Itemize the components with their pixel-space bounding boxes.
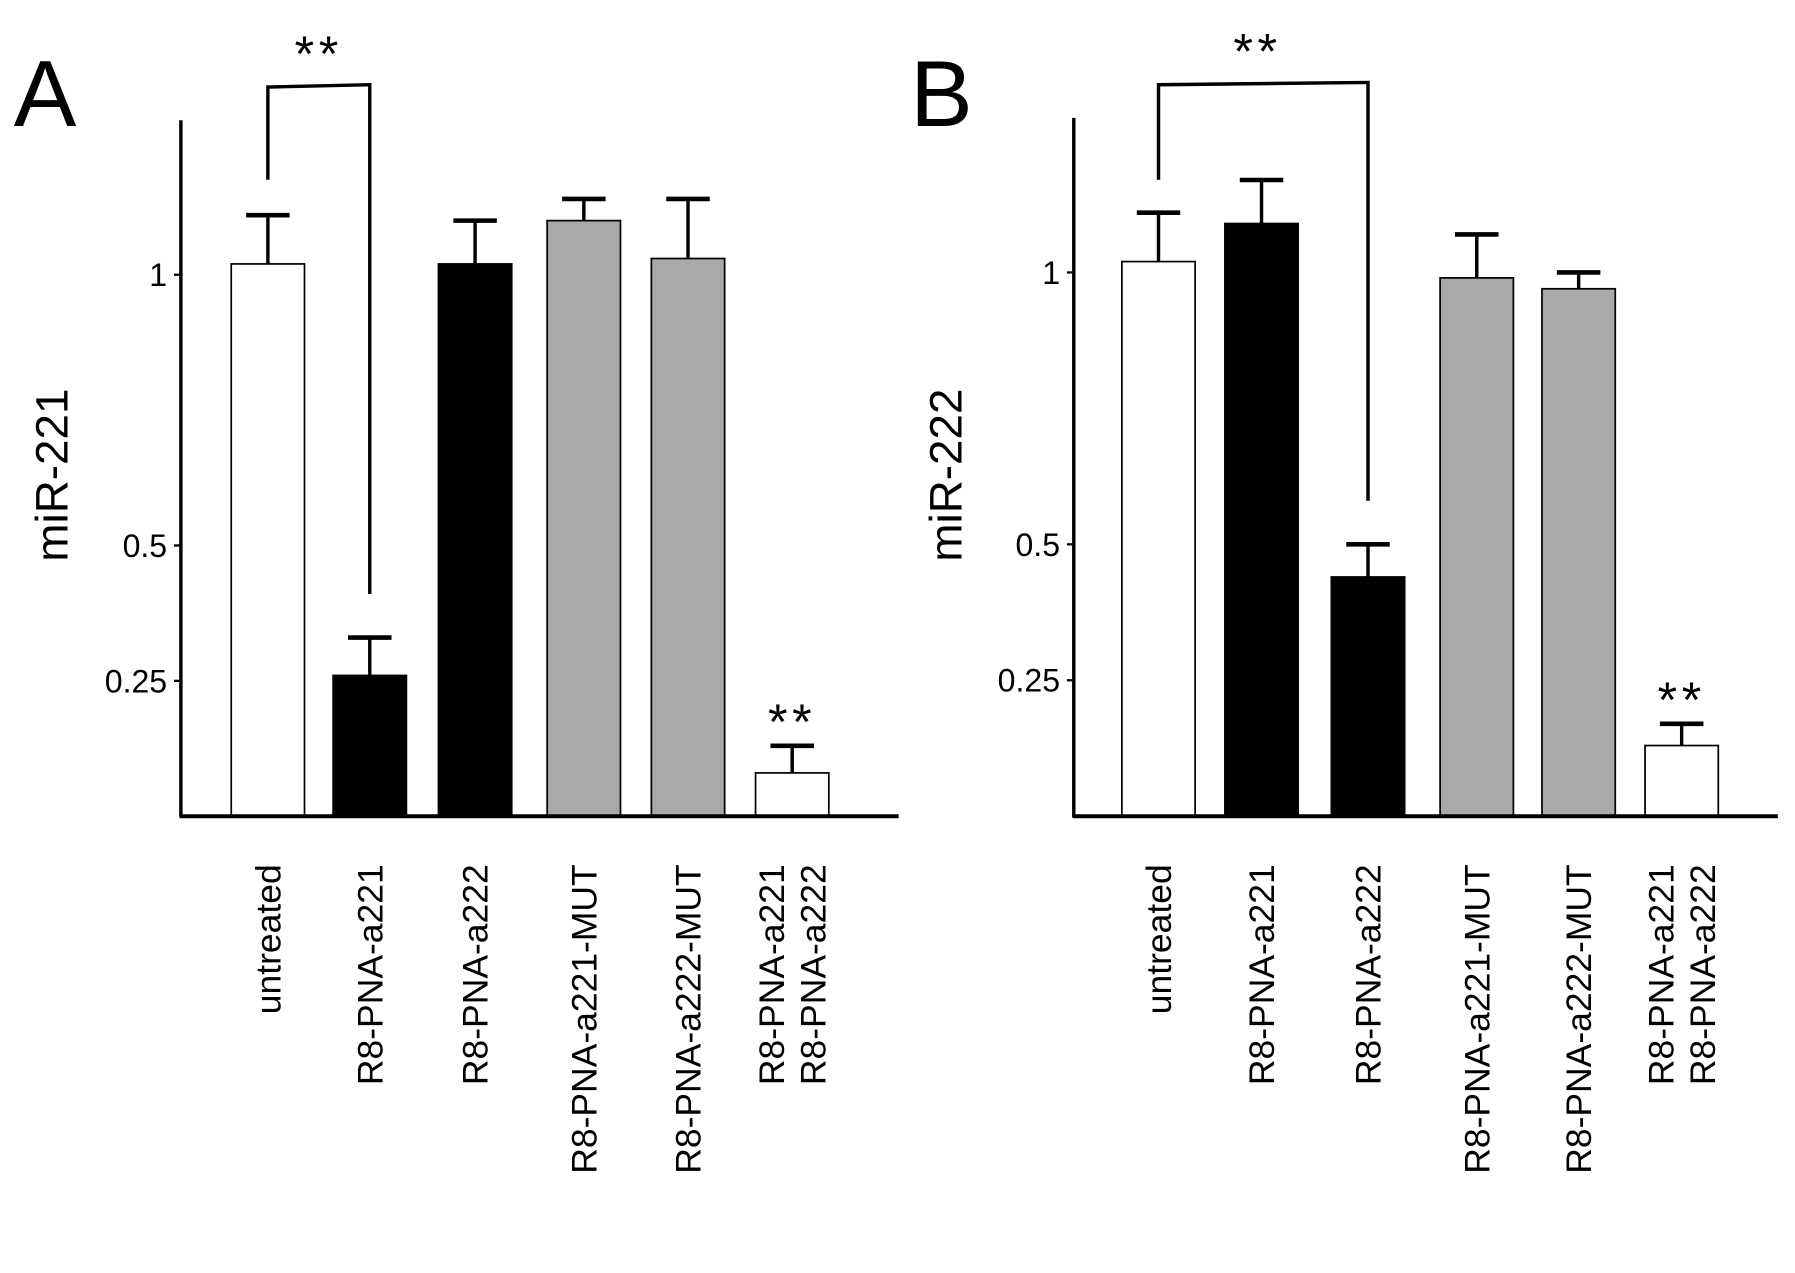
bar [1224, 222, 1300, 818]
x-tick-label: R8-PNA-a222 [1683, 864, 1723, 1085]
y-axis-label: miR-222 [921, 389, 972, 562]
y-tick-label: 0.5 [123, 528, 168, 564]
bar [1330, 576, 1406, 818]
y-tick-label: 1 [1042, 255, 1060, 291]
panel-label: B [910, 41, 973, 146]
bar [1541, 287, 1617, 818]
x-tick-label: R8-PNA-a222 [1349, 864, 1389, 1085]
x-tick-label: R8-PNA-a222 [456, 864, 496, 1085]
bar [1121, 260, 1196, 818]
bar [1644, 744, 1720, 818]
panel-label: A [14, 41, 77, 146]
x-tick-label: R8-PNA-a221 [752, 864, 792, 1085]
x-tick-label: untreated [248, 864, 288, 1014]
bar [230, 263, 306, 818]
x-tick-label: R8-PNA-a222-MUT [669, 864, 709, 1173]
y-tick-label: 0.25 [105, 663, 167, 699]
bar [546, 219, 622, 818]
x-tick-label: untreated [1139, 864, 1179, 1014]
significance-bracket [266, 82, 372, 595]
significance-bracket [1156, 80, 1370, 501]
y-tick-label: 0.25 [998, 663, 1060, 699]
y-axis-label: miR-221 [27, 389, 78, 562]
bar [650, 257, 726, 818]
y-tick-label: 0.5 [1015, 527, 1060, 563]
y-tick-label: 1 [149, 257, 167, 293]
x-tick-label: R8-PNA-a221 [1242, 864, 1282, 1085]
bar [332, 674, 408, 818]
x-tick-label: R8-PNA-a221 [1642, 864, 1682, 1085]
x-tick-label: R8-PNA-a221-MUT [1457, 864, 1497, 1173]
x-tick-label: R8-PNA-a222 [793, 864, 833, 1085]
bar [754, 772, 830, 818]
significance-marker: ** [768, 693, 816, 750]
x-tick-label: R8-PNA-a221-MUT [564, 864, 604, 1173]
bar [437, 263, 513, 818]
significance-marker: ** [1233, 23, 1281, 80]
significance-marker: ** [295, 25, 343, 82]
x-tick-label: R8-PNA-a221 [350, 864, 390, 1085]
x-tick-label: R8-PNA-a222-MUT [1559, 864, 1599, 1173]
significance-marker: ** [1657, 671, 1705, 728]
bar [1439, 277, 1515, 818]
